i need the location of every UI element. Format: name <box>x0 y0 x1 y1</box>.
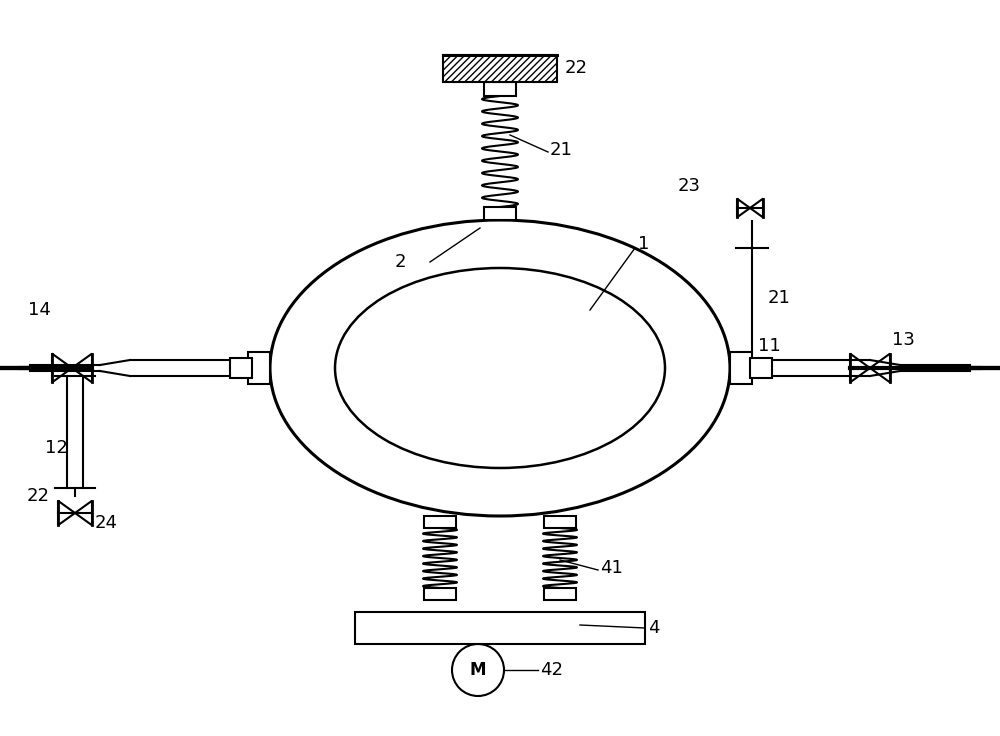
Bar <box>484 82 516 96</box>
Text: 41: 41 <box>600 559 623 577</box>
Text: 23: 23 <box>678 177 701 195</box>
Text: 42: 42 <box>540 661 563 679</box>
Bar <box>484 207 516 220</box>
Text: 4: 4 <box>648 619 660 637</box>
Bar <box>730 352 752 384</box>
Bar <box>544 588 576 600</box>
Text: 11: 11 <box>758 337 781 355</box>
Bar <box>424 588 456 600</box>
Bar <box>544 516 576 528</box>
Bar <box>443 55 557 82</box>
Bar <box>355 612 645 644</box>
Text: 13: 13 <box>892 331 915 349</box>
Text: 12: 12 <box>45 439 68 457</box>
Text: 14: 14 <box>28 301 51 319</box>
Text: 22: 22 <box>565 59 588 77</box>
Text: M: M <box>470 661 486 679</box>
Text: 24: 24 <box>95 514 118 532</box>
Bar <box>230 358 252 378</box>
Bar <box>248 352 270 384</box>
Text: 21: 21 <box>768 289 791 307</box>
Bar <box>750 358 772 378</box>
Text: 22: 22 <box>27 487 50 505</box>
Text: 21: 21 <box>550 141 573 159</box>
Text: 2: 2 <box>395 253 406 271</box>
Bar <box>424 516 456 528</box>
Text: 1: 1 <box>638 235 649 253</box>
